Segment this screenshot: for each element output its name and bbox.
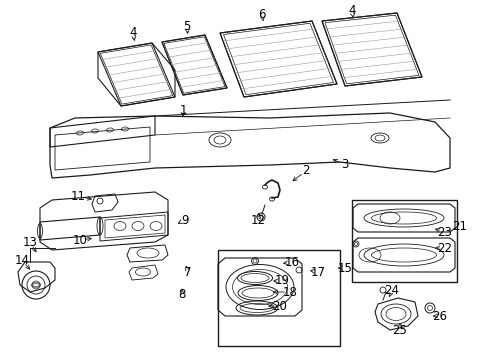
Text: 4: 4	[129, 26, 137, 39]
Text: 15: 15	[337, 261, 352, 274]
Text: 13: 13	[22, 235, 38, 248]
Text: 3: 3	[341, 158, 348, 171]
Text: 23: 23	[437, 225, 451, 238]
Text: 18: 18	[282, 285, 297, 298]
Text: 14: 14	[15, 253, 29, 266]
Text: 20: 20	[272, 300, 287, 312]
Text: 17: 17	[310, 266, 325, 279]
Text: 2: 2	[302, 165, 309, 177]
Text: 21: 21	[451, 220, 467, 233]
Text: 22: 22	[437, 242, 451, 255]
Text: 25: 25	[392, 324, 407, 337]
Text: 9: 9	[181, 213, 188, 226]
Text: 7: 7	[184, 266, 191, 279]
Bar	[351, 200, 456, 282]
Text: 19: 19	[274, 274, 289, 288]
Text: 24: 24	[384, 284, 399, 297]
Text: 5: 5	[183, 19, 190, 32]
Bar	[218, 250, 339, 346]
Text: 12: 12	[250, 213, 265, 226]
Text: 26: 26	[431, 310, 447, 323]
Text: 11: 11	[70, 189, 85, 202]
Text: 16: 16	[284, 256, 299, 269]
Text: 6: 6	[258, 8, 265, 21]
Text: 10: 10	[72, 234, 87, 247]
Text: 4: 4	[347, 4, 355, 17]
Text: 8: 8	[178, 288, 185, 302]
Text: 1: 1	[179, 104, 186, 117]
